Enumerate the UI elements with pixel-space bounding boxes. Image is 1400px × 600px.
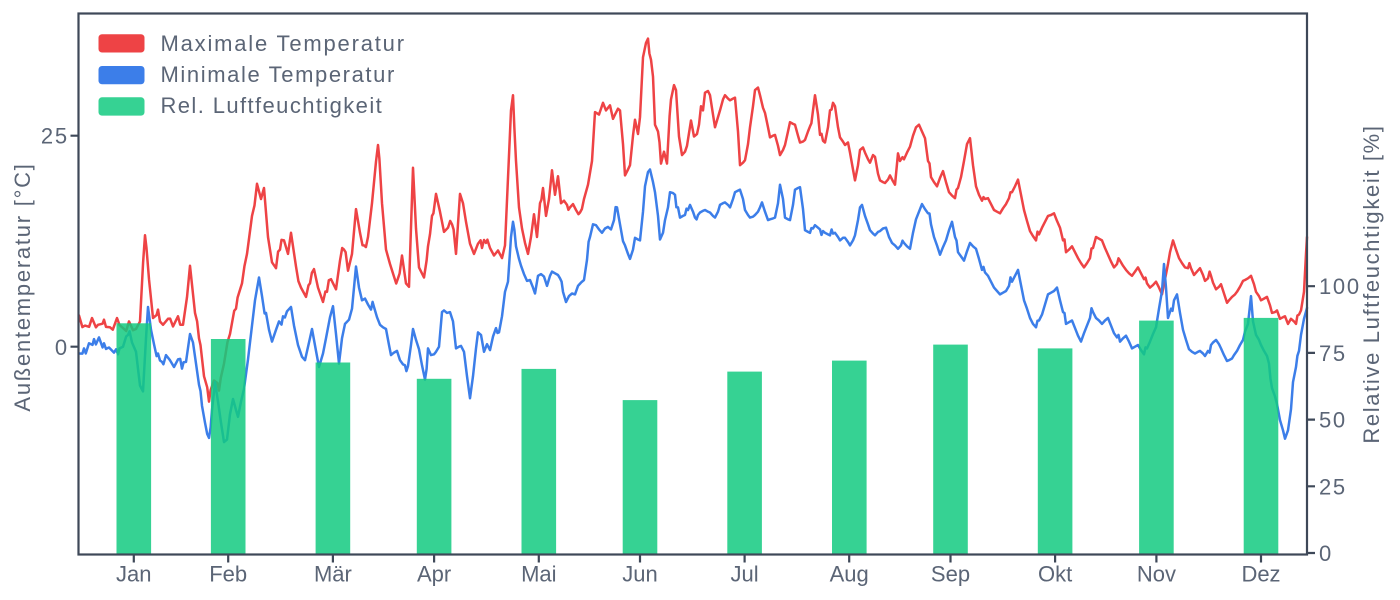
svg-text:Nov: Nov xyxy=(1137,562,1176,587)
svg-text:Mai: Mai xyxy=(521,562,556,587)
svg-text:Apr: Apr xyxy=(417,562,451,587)
svg-text:0: 0 xyxy=(1319,541,1333,566)
svg-text:Dez: Dez xyxy=(1241,562,1280,587)
svg-text:Okt: Okt xyxy=(1038,562,1072,587)
svg-text:Feb: Feb xyxy=(209,562,247,587)
svg-text:Jul: Jul xyxy=(731,562,759,587)
svg-text:Jun: Jun xyxy=(622,562,657,587)
svg-text:75: 75 xyxy=(1319,341,1347,366)
svg-text:25: 25 xyxy=(1319,474,1347,499)
svg-text:100: 100 xyxy=(1319,274,1361,299)
svg-text:50: 50 xyxy=(1319,408,1347,433)
svg-text:Mär: Mär xyxy=(314,562,352,587)
svg-text:Jan: Jan xyxy=(116,562,151,587)
svg-text:Außentemperatur [°C]: Außentemperatur [°C] xyxy=(10,162,35,411)
svg-text:0: 0 xyxy=(55,335,69,360)
svg-text:25: 25 xyxy=(41,124,69,149)
svg-text:Maximale Temperatur: Maximale Temperatur xyxy=(161,31,406,56)
svg-text:Aug: Aug xyxy=(830,562,869,587)
svg-text:Rel. Luftfeuchtigkeit: Rel. Luftfeuchtigkeit xyxy=(161,93,384,118)
svg-text:Sep: Sep xyxy=(931,562,970,587)
svg-text:Minimale Temperatur: Minimale Temperatur xyxy=(161,62,396,87)
svg-text:Relative Luftfeuchtigkeit [%]: Relative Luftfeuchtigkeit [%] xyxy=(1359,124,1384,443)
